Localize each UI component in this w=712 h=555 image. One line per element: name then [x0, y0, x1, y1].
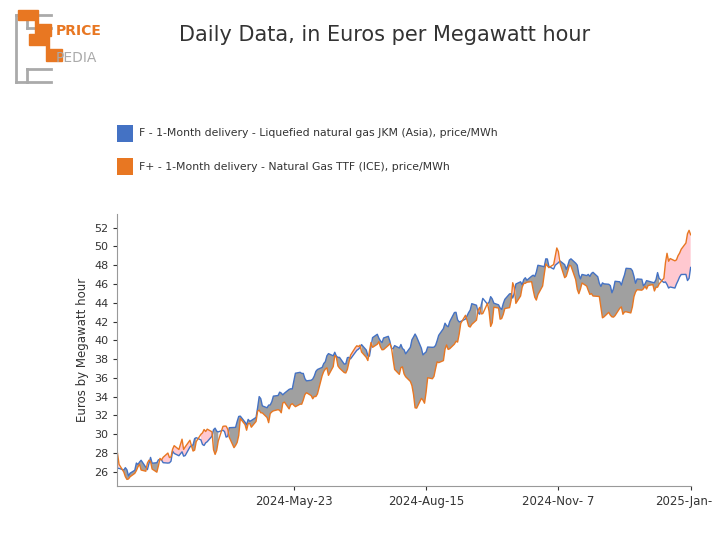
- Y-axis label: Euros by Megawatt hour: Euros by Megawatt hour: [75, 278, 89, 422]
- Polygon shape: [19, 10, 51, 37]
- Text: PRICE: PRICE: [56, 24, 102, 38]
- Text: PEDIA: PEDIA: [56, 51, 97, 65]
- Text: F+ - 1-Month delivery - Natural Gas TTF (ICE), price/MWh: F+ - 1-Month delivery - Natural Gas TTF …: [139, 162, 449, 171]
- Text: F - 1-Month delivery - Liquefied natural gas JKM (Asia), price/MWh: F - 1-Month delivery - Liquefied natural…: [139, 128, 498, 138]
- Text: Daily Data, in Euros per Megawatt hour: Daily Data, in Euros per Megawatt hour: [179, 25, 590, 45]
- Polygon shape: [29, 34, 63, 60]
